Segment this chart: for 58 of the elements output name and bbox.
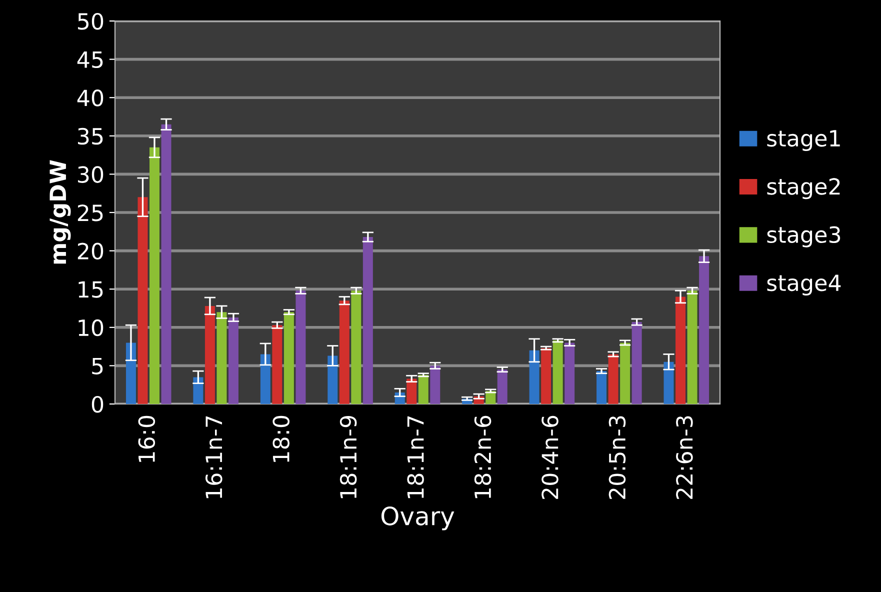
x-tick-label: 18:2n-6 [474, 416, 492, 498]
bar [430, 366, 440, 404]
x-tick-label: 20:5n-3 [608, 416, 626, 499]
y-tick-label: 10 [78, 319, 104, 336]
bar [296, 290, 306, 404]
bar [204, 306, 215, 404]
bar [126, 342, 136, 404]
x-tick-label: 18:0 [272, 416, 290, 462]
x-tick-label: 20:4n-6 [542, 416, 558, 499]
x-tick-label: 16:1n-7 [205, 416, 222, 498]
y-tick-label: 30 [78, 166, 104, 183]
bar [272, 325, 282, 404]
bar [541, 348, 552, 404]
y-tick-label: 35 [78, 128, 103, 145]
bar [676, 296, 686, 404]
y-tick-label: 40 [77, 90, 104, 106]
bar [149, 147, 160, 404]
y-tick-label: 5 [92, 358, 103, 374]
bar [664, 362, 674, 404]
y-tick-label: 15 [78, 281, 103, 298]
x-tick-label: 18:1n-9 [340, 416, 357, 498]
y-tick-label: 45 [77, 52, 103, 68]
y-tick-label: 25 [78, 204, 103, 222]
y-axis-title: mg/gDW [50, 160, 71, 264]
bar [497, 370, 508, 404]
bar [339, 300, 350, 404]
bar [193, 377, 204, 404]
x-tick-label: 16:0 [138, 416, 156, 462]
bar [406, 378, 417, 404]
bar [620, 342, 630, 404]
bar [228, 317, 238, 404]
y-tick-label: 50 [78, 12, 104, 30]
bar [216, 312, 227, 404]
bar [362, 237, 373, 404]
bar [687, 290, 698, 404]
x-tick-label: 18:1n-7 [407, 416, 424, 498]
bar [284, 312, 294, 404]
bar [328, 356, 338, 404]
legend-label: stage3 [767, 226, 840, 248]
bar [552, 340, 563, 404]
bar [596, 371, 607, 404]
bar [529, 350, 540, 404]
bar [138, 197, 148, 404]
bar [418, 374, 428, 404]
bar [260, 354, 270, 404]
x-tick-label: 22:6n-3 [676, 416, 693, 499]
legend-label: stage2 [767, 178, 840, 200]
bar [632, 322, 642, 404]
bar [699, 256, 710, 404]
bar [608, 354, 618, 404]
x-axis-title: Ovary [381, 506, 454, 530]
bar [564, 342, 575, 404]
bar [161, 124, 172, 404]
y-tick-label: 0 [92, 396, 104, 413]
legend-label: stage4 [767, 274, 841, 296]
y-tick-label: 20 [78, 242, 104, 260]
legend-label: stage1 [767, 130, 840, 151]
bar [351, 290, 362, 404]
